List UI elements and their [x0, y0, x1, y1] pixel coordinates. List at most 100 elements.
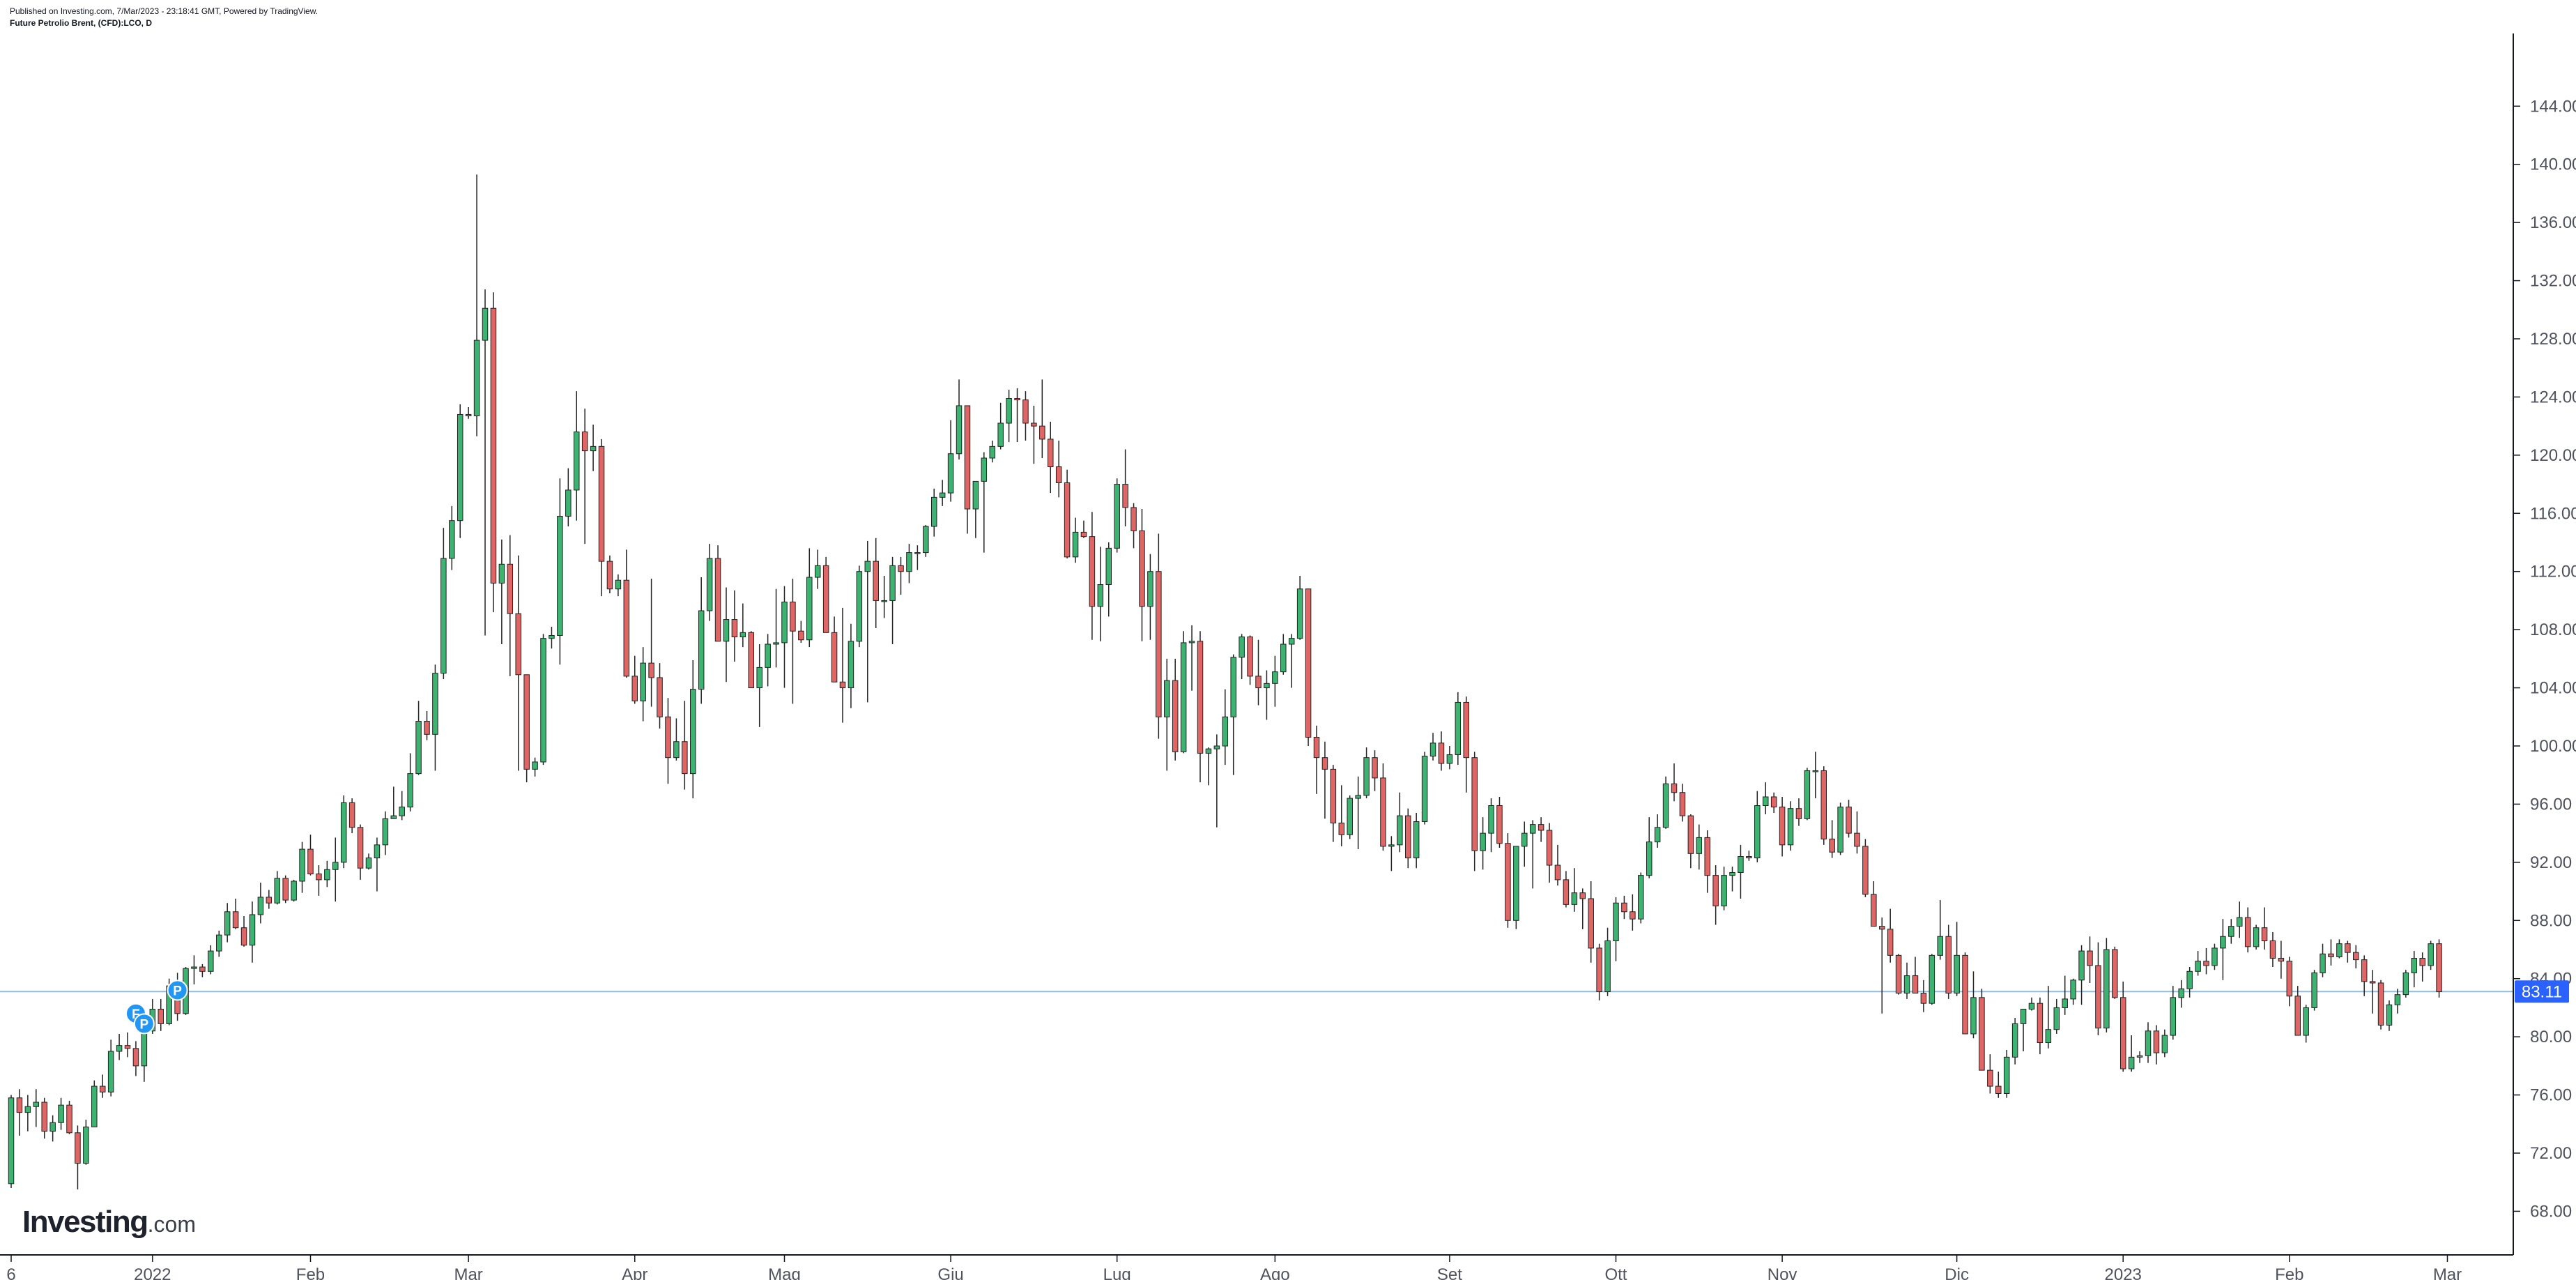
time-tick-label: Apr [622, 1265, 647, 1280]
candle-down [1588, 881, 1594, 963]
candle-up [814, 549, 821, 589]
candle-body [1671, 783, 1678, 793]
event-marker-badge [133, 1013, 155, 1035]
candle-body [2436, 943, 2442, 992]
candle-up [1729, 867, 1735, 892]
candle-up [2195, 951, 2201, 976]
candle-up [399, 791, 405, 821]
price-tick-label: 124.00 [2530, 388, 2576, 406]
candle-body [1048, 439, 1054, 468]
candle-up [2402, 970, 2409, 998]
candle-body [332, 862, 339, 870]
candle-body [1854, 832, 1860, 847]
candle-body [482, 307, 489, 341]
candle-body [2070, 980, 2076, 1000]
candle-down [1080, 520, 1087, 538]
candle-body [1829, 838, 1835, 853]
time-tick-label: 2022 [134, 1265, 171, 1280]
candle-up [107, 1039, 114, 1097]
candle-body [2045, 1029, 2052, 1043]
time-tick-label: Ago [1260, 1265, 1290, 1280]
candle-down [2095, 942, 2101, 1036]
candle-body [1604, 940, 1611, 992]
candle-down [606, 555, 613, 593]
candle-down [1089, 512, 1096, 640]
candle-down [1820, 766, 1827, 845]
candle-body [1288, 638, 1295, 645]
candle-body [1879, 926, 1885, 930]
candle-body [1563, 879, 1570, 905]
candle-body [2361, 959, 2368, 982]
candle-body [1313, 736, 1320, 759]
candle-body [1962, 954, 1968, 1035]
candle-body [930, 496, 937, 527]
candle-up [914, 545, 921, 570]
candle-body [1529, 824, 1536, 834]
candle-body [765, 643, 771, 668]
candle-up [33, 1089, 40, 1127]
event-marker[interactable]: P [167, 980, 188, 1001]
candle-up [565, 468, 572, 527]
candle-up [2311, 970, 2317, 1011]
candle-down [1679, 784, 1686, 822]
candle-up [2428, 940, 2434, 970]
candle-body [399, 807, 405, 816]
candle-up [1970, 971, 1977, 1039]
candle-body [1554, 864, 1561, 881]
candle-body [698, 610, 705, 690]
candle-up [1721, 867, 1727, 911]
candle-up [1388, 836, 1395, 871]
candle-body [440, 558, 447, 674]
candle-up [1222, 689, 1229, 765]
candle-up [1446, 746, 1453, 770]
candle-body [1746, 856, 1752, 859]
candle-body [2228, 926, 2234, 937]
candle-down [2294, 986, 2301, 1036]
price-tick-label: 132.00 [2530, 272, 2576, 291]
candle-body [1480, 832, 1486, 851]
candle-body [1147, 571, 1153, 607]
candle-down [1895, 954, 1902, 995]
event-marker[interactable]: P [133, 1013, 155, 1035]
candle-body [989, 445, 995, 459]
candle-body [590, 445, 597, 452]
price-tick-label: 104.00 [2530, 679, 2576, 698]
candle-down [1712, 865, 1719, 925]
candle-body [2244, 917, 2251, 947]
candle-up [956, 379, 963, 460]
candle-body [1205, 748, 1212, 754]
candle-body [2028, 1003, 2035, 1010]
candle-body [1089, 536, 1096, 607]
candle-up [390, 786, 397, 819]
candle-body [947, 453, 954, 494]
candle-down [964, 405, 971, 534]
candle-up [1180, 631, 1187, 754]
candle-body [1762, 796, 1769, 807]
candle-body [1097, 584, 1104, 607]
candle-up [765, 634, 771, 687]
price-tick-label: 80.00 [2530, 1028, 2572, 1046]
candle-body [1330, 768, 1337, 824]
candle-down [1995, 1072, 2002, 1098]
price-tick-label: 88.00 [2530, 911, 2572, 930]
candle-body [340, 802, 347, 863]
candle-down [1630, 894, 1636, 931]
candle-body [348, 802, 355, 828]
candle-body [1213, 745, 1220, 749]
candle-body [2078, 950, 2085, 981]
candle-up [2136, 1051, 2143, 1063]
candle-body [2311, 972, 2317, 1008]
candle-down [1380, 763, 1386, 851]
candle-body [864, 561, 871, 572]
candle-body [2153, 1030, 2160, 1053]
candle-body [2211, 947, 2218, 966]
candle-down [1795, 798, 1802, 826]
candle-up [1239, 634, 1245, 680]
candle-body [2336, 943, 2343, 957]
candle-body [648, 662, 654, 678]
candle-body [249, 914, 256, 946]
candle-down [2361, 955, 2368, 996]
candle-body [1970, 997, 1977, 1035]
candle-body [598, 445, 605, 562]
